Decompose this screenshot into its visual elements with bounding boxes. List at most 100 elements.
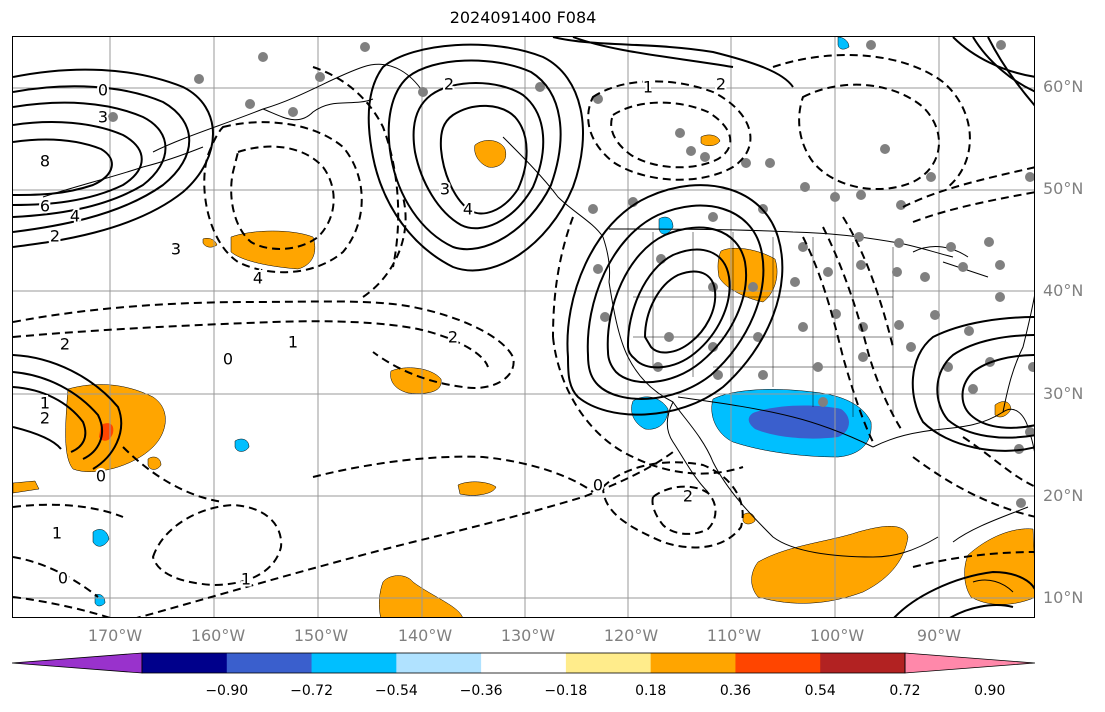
dash-mexico-pacific: [601, 461, 744, 549]
contour-label: 2: [50, 227, 60, 246]
dash-central-us-3: [842, 216, 894, 348]
dash-mexico-pacific-inner: [651, 485, 717, 535]
contour-label: 6: [40, 197, 50, 216]
contour-label: 1: [241, 570, 251, 589]
contour-label: 1: [288, 333, 298, 352]
colorbar-segment: [226, 653, 313, 673]
dash-equatorial-2: [312, 455, 594, 493]
canada-us-border: [608, 228, 954, 258]
contour-low-west-4: [13, 121, 143, 206]
colorbar-segments: [12, 652, 1035, 674]
contour-label: 3: [171, 240, 181, 259]
lon-label-160w: 160°W: [190, 626, 246, 645]
shade-idaho: [658, 216, 674, 235]
contour-label: 4: [70, 207, 80, 226]
contour-label: 0: [98, 81, 108, 100]
shade-small-1: [700, 134, 721, 146]
us-west-coast: [608, 281, 939, 558]
contour-label: 4: [253, 269, 263, 288]
contour-label: 1: [52, 524, 62, 543]
caribbean-coast: [952, 506, 1029, 593]
shade-small-3: [147, 456, 162, 470]
colorbar-tick-label: −0.72: [290, 683, 333, 699]
dash-central-us-2: [822, 226, 904, 433]
colorbar-tick-label: −0.90: [205, 683, 249, 699]
colorbar: [12, 652, 1035, 674]
dash-mid-pacific-2: [13, 320, 489, 368]
colorbar-segment: [565, 653, 652, 673]
baja-coast: [666, 401, 709, 493]
contour-alaska-2: [387, 59, 562, 251]
shade-central-america: [751, 526, 909, 604]
dash-south-4: [13, 596, 111, 617]
positive-contours: [13, 37, 1034, 617]
lat-label-10n: 10°N: [1043, 588, 1084, 607]
contour-low-west-1: [13, 68, 214, 248]
dash-hawaii-south: [122, 446, 224, 503]
shade-pacific-small-1: [234, 438, 250, 452]
shade-gulf-alaska: [474, 140, 507, 168]
contour-ne-1: [952, 37, 1034, 78]
colorbar-segment: [396, 653, 482, 673]
alaska-coast: [152, 63, 424, 153]
dash-equatorial: [136, 451, 674, 617]
contour-label: 0: [58, 569, 68, 588]
dash-gulf-alaska-trough: [312, 66, 400, 268]
contour-hawaii-2: [13, 371, 103, 460]
contour-west-us-3: [606, 226, 748, 384]
colorbar-tick-label: 0.36: [719, 683, 752, 699]
strong-negative-shading: [748, 405, 849, 439]
dash-mid-pacific-1: [13, 300, 515, 389]
contour-se-3: [961, 354, 1034, 429]
colorbar-border: [141, 652, 906, 674]
colorbar-segment: [311, 653, 397, 673]
positive-anomaly-shading: [13, 134, 1034, 617]
colorbar-segment: [735, 653, 821, 673]
dash-south-1: [151, 503, 283, 587]
shade-pacific-mid: [230, 230, 316, 270]
dash-west-us-outer-2: [552, 216, 574, 338]
contour-west-us-4: [626, 248, 731, 369]
contour-alaska-1: [367, 43, 584, 272]
lat-label-30n: 30°N: [1043, 384, 1084, 403]
contour-alaska-4: [439, 104, 528, 215]
contour-label: 3: [440, 180, 450, 199]
contour-low-west-2: [13, 85, 191, 233]
coastlines: [42, 63, 1034, 593]
lon-label-140w: 140°W: [397, 626, 453, 645]
colorbar-tick-label: −0.36: [459, 683, 503, 699]
lon-label-150w: 150°W: [293, 626, 349, 645]
contour-ne-3: [987, 37, 1034, 107]
dash-ne-1: [798, 83, 940, 190]
contour-label: 0: [223, 350, 233, 369]
dash-ne-2: [772, 54, 971, 188]
contour-label: 2: [60, 335, 70, 354]
lat-label-60n: 60°N: [1043, 77, 1084, 96]
colorbar-tick-label: −0.18: [544, 683, 588, 699]
contour-se-2: [936, 334, 1034, 439]
lon-label-100w: 100°W: [809, 626, 865, 645]
shade-caribbean: [964, 528, 1034, 605]
contour-hawaii-1: [13, 354, 123, 470]
lon-label-120w: 120°W: [603, 626, 659, 645]
contour-hawaii-3: [13, 386, 87, 453]
lon-label-170w: 170°W: [87, 626, 143, 645]
lat-label-50n: 50°N: [1043, 179, 1084, 198]
map-title: 2024091400 F084: [449, 8, 597, 27]
contour-north-1: [552, 37, 794, 88]
contour-low-west-3: [13, 101, 167, 218]
shade-pacific-small-2: [92, 529, 110, 547]
contour-label: 2: [683, 487, 693, 506]
dash-ne-3: [902, 166, 1034, 208]
lat-label-20n: 20°N: [1043, 486, 1084, 505]
contour-label: 2: [40, 409, 50, 428]
colorbar-tick-label: 0.18: [635, 683, 667, 699]
contour-alaska-3: [412, 82, 545, 230]
contour-label: 1: [40, 394, 50, 413]
contour-north-2: [572, 37, 734, 68]
contour-label: 8: [40, 152, 50, 171]
contour-low-west-5: [13, 138, 113, 196]
